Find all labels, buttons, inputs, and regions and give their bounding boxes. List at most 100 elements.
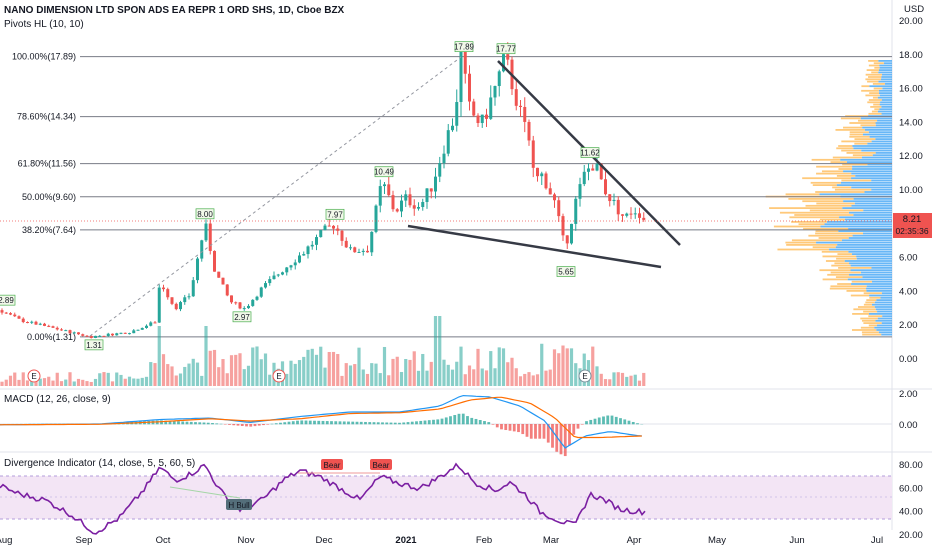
macd-histogram-bar [513,424,516,431]
candle-body [477,116,480,123]
macd-histogram-bar [254,424,257,426]
lower-trendline[interactable] [408,226,661,267]
volume-profile [766,60,892,336]
macd-histogram-bar [496,424,499,427]
volume-profile-bar [831,265,850,267]
macd-histogram-bar [623,419,626,424]
volume-profile-bar [843,200,892,202]
candle-body [400,201,403,212]
volume-bar [481,369,484,386]
macd-histogram-bar [598,417,601,424]
candle-body [447,130,450,154]
candle-body [205,224,208,241]
volume-profile-bar [855,203,892,205]
price-axis[interactable]: 20.0018.0016.0014.0012.0010.008.006.004.… [899,16,923,365]
earnings-marker[interactable]: E [273,370,285,382]
candle-body [451,126,454,130]
volume-profile-bar [867,285,892,287]
volume-profile-bar [884,62,892,64]
candle-body [81,334,84,336]
volume-bar [408,360,411,386]
macd-histogram-bar [538,424,541,439]
macd-histogram-bar [245,424,248,426]
candle-body [332,226,335,229]
macd-axis[interactable]: 2.000.00 [899,389,918,431]
volume-bar [22,372,25,386]
volume-profile-bar [830,288,866,290]
volume-bar [17,380,20,386]
volume-profile-bar [852,313,869,315]
volume-profile-bar [799,223,825,225]
volume-bar [451,370,454,386]
candle-body [196,259,199,281]
symbol-title[interactable]: NANO DIMENSION LTD SPON ADS EA REPR 1 OR… [4,5,344,16]
volume-bar [102,372,105,386]
volume-profile-bar [811,182,841,184]
macd-histogram-bar [419,421,422,424]
macd-histogram-bar [470,418,473,424]
volume-profile-bar [777,249,829,251]
macd-histogram-bar [305,421,308,425]
pivot-label: 17.89 [454,43,475,52]
candle-body [383,184,386,186]
volume-profile-bar [774,226,821,228]
currency-label: USD [904,4,924,15]
volume-profile-bar [871,72,878,74]
volume-bar [94,379,97,386]
volume-bar [544,371,547,386]
macd-histogram-bar [317,421,320,424]
candle-body [132,330,135,333]
volume-bar [13,373,16,386]
volume-bar [425,371,428,386]
volume-bar [349,365,352,386]
volume-profile-bar [880,101,892,103]
volume-bar [226,373,229,386]
volume-profile-bar [869,297,880,299]
pivot-label: 2.97 [234,313,250,322]
macd-histogram-bar [458,414,461,424]
volume-profile-bar [860,318,877,320]
time-tick-label: Feb [476,535,492,546]
candle-body [1,310,4,312]
macd-histogram-bar [415,421,418,424]
candle-body [43,324,46,326]
volume-bar [455,362,458,386]
volume-profile-bar [816,242,892,244]
volume-bar [374,364,377,386]
candle-body [443,154,446,163]
volume-profile-bar [850,134,863,136]
earnings-marker[interactable]: E [28,370,40,382]
volume-profile-bar [862,276,892,278]
volume-profile-bar [882,88,892,90]
volume-profile-bar [786,193,820,195]
volume-profile-bar [851,269,892,271]
volume-bar [634,375,637,386]
volume-profile-bar [866,74,882,76]
earnings-marker[interactable]: E [579,370,591,382]
candlesticks [1,42,646,338]
volume-bar [332,352,335,386]
volume-profile-bar [816,203,854,205]
volume-bar [476,349,479,386]
candle-body [277,275,280,276]
time-axis[interactable]: AugSepOctNovDec2021FebMarAprMayJunJul [0,535,883,546]
macd-histogram-bar [594,419,597,425]
macd-histogram-bar [475,419,478,424]
macd-histogram-bar [339,421,342,424]
volume-profile-bar [857,258,892,260]
volume-bar [85,381,88,386]
volume-bar [9,376,12,386]
volume-bar [217,367,220,386]
volume-profile-bar [843,127,862,129]
candle-body [621,214,624,215]
volume-profile-bar [874,108,879,110]
candle-body [404,194,407,200]
volume-profile-bar [830,161,846,163]
volume-profile-bar [845,260,892,262]
volume-bar [540,344,543,386]
macd-histogram-bar [377,422,380,424]
volume-profile-bar [875,302,892,304]
indicator-title[interactable]: Pivots HL (10, 10) [4,19,84,30]
